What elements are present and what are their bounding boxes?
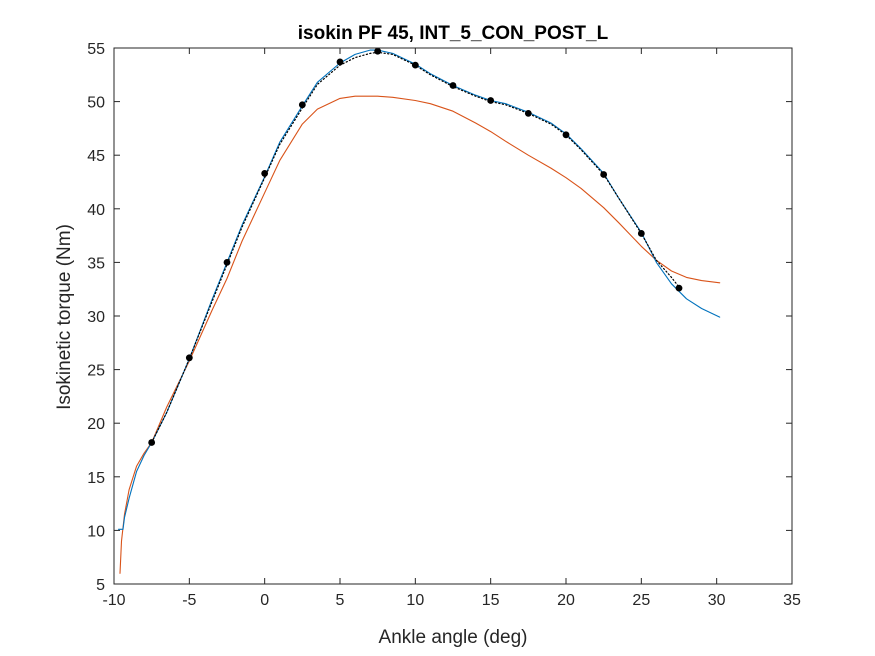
y-tick-label: 5 [96,577,105,594]
data-point-marker [148,439,156,446]
y-tick-label: 15 [87,470,105,487]
marker-layer [148,47,683,446]
data-point-marker [637,230,645,237]
x-tick-label: 35 [783,592,801,609]
data-point-marker [675,284,683,292]
x-tick-label: 25 [632,592,650,609]
y-tick-label: 10 [87,523,105,540]
y-tick-label: 20 [87,416,105,433]
x-tick-label: 0 [260,592,269,609]
data-point-marker [374,47,382,55]
y-tick-label: 40 [87,202,105,219]
data-point-marker [524,109,532,117]
y-tick-label: 45 [87,148,105,165]
data-point-marker [185,354,193,362]
plot-area [114,48,792,584]
y-tick-label: 35 [87,255,105,272]
data-point-marker [562,131,570,139]
x-tick-label: -5 [182,592,196,609]
data-point-marker [223,259,231,266]
y-axis-ticks: 5 10 15 20 25 30 35 40 45 50 55 [87,41,792,594]
data-point-marker [298,101,306,109]
chart-title: isokin PF 45, INT_5_CON_POST_L [298,23,609,44]
data-point-marker [449,82,457,89]
data-point-marker [411,61,419,69]
x-axis-label: Ankle angle (deg) [379,627,528,648]
data-point-marker [261,170,269,177]
y-tick-label: 50 [87,95,105,112]
x-tick-label: -10 [102,592,125,609]
data-point-marker [336,58,344,66]
y-tick-label: 25 [87,363,105,380]
x-tick-label: 5 [336,592,345,609]
x-tick-label: 10 [406,592,424,609]
y-tick-label: 30 [87,309,105,326]
x-tick-label: 15 [482,592,500,609]
y-tick-label: 55 [87,41,105,58]
x-axis-ticks: -10 -5 0 5 10 15 20 25 30 35 [102,48,801,609]
y-axis-label: Isokinetic torque (Nm) [54,224,75,410]
data-point-marker [600,171,608,178]
data-point-marker [487,97,495,104]
x-tick-label: 30 [708,592,726,609]
x-tick-label: 20 [557,592,575,609]
